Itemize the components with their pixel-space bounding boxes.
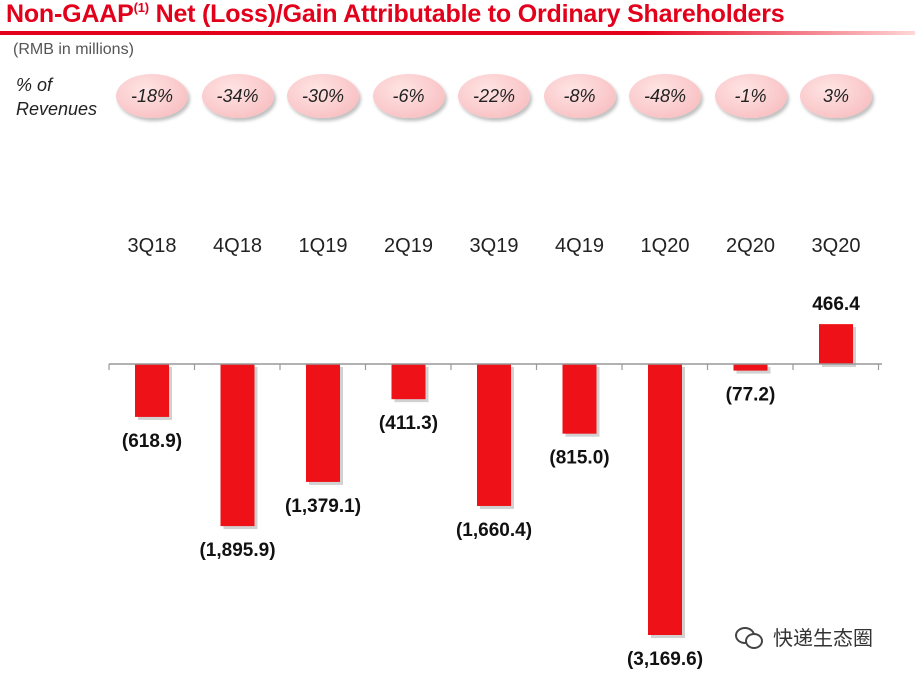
pct-of-revenues-label: % of Revenues — [16, 73, 116, 121]
title-underline — [0, 31, 915, 35]
category-label: 2Q19 — [384, 235, 433, 257]
value-label: (77.2) — [726, 385, 776, 406]
bar-2q19 — [391, 364, 426, 400]
pct-label-line2: Revenues — [16, 99, 98, 119]
pct-label-line1: % of — [16, 75, 53, 95]
unit-label: (RMB in millions) — [13, 41, 134, 58]
value-label: (1,379.1) — [285, 496, 361, 517]
value-label: (1,660.4) — [456, 520, 532, 541]
value-label: (1,895.9) — [199, 540, 275, 561]
bar-3q18 — [135, 364, 169, 417]
title-footnote-mark: (1) — [133, 0, 150, 15]
category-label: 3Q20 — [812, 235, 861, 257]
watermark-text: 快递生态圈 — [773, 628, 873, 650]
wechat-icon — [735, 625, 765, 649]
category-label: 3Q18 — [128, 235, 177, 257]
title-suffix: Net (Loss)/Gain Attributable to Ordinary… — [148, 0, 785, 28]
value-label: (815.0) — [549, 448, 609, 469]
bar-4q19 — [562, 364, 597, 434]
category-label: 2Q20 — [726, 235, 775, 257]
bar-3q19 — [477, 364, 511, 506]
category-label: 4Q18 — [213, 235, 262, 257]
category-label: 1Q20 — [641, 235, 690, 257]
chart-title: Non-GAAP(1) Net (Loss)/Gain Attributable… — [6, 0, 785, 29]
bar-1q19 — [306, 364, 340, 482]
value-label: (618.9) — [122, 431, 182, 452]
bar-2q20 — [733, 364, 768, 371]
category-label: 1Q19 — [299, 235, 348, 257]
value-label: 466.4 — [812, 294, 860, 315]
value-label: (3,169.6) — [627, 649, 703, 670]
title-prefix: Non-GAAP — [6, 0, 134, 28]
bar-1q20 — [648, 364, 682, 636]
category-label: 4Q19 — [555, 235, 604, 257]
category-label: 3Q19 — [470, 235, 519, 257]
value-label: (411.3) — [379, 413, 438, 434]
watermark: 快递生态圈 — [735, 622, 873, 651]
bar-3q20 — [819, 324, 853, 364]
bar-4q18 — [220, 364, 255, 527]
